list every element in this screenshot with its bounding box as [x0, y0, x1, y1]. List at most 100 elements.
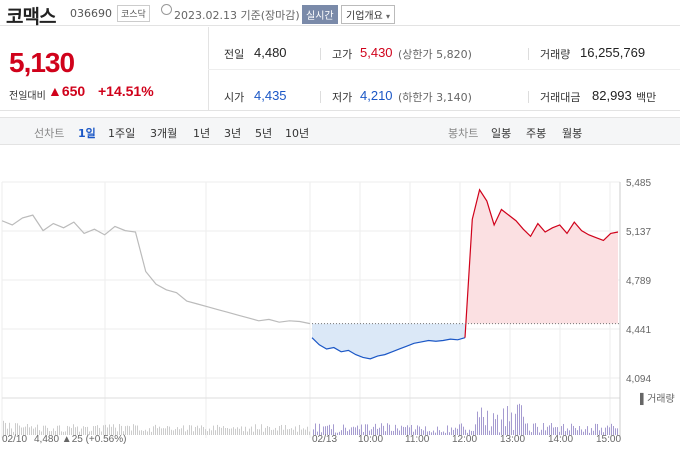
- tab-5y[interactable]: 5년: [255, 127, 273, 140]
- volume-bar: [337, 432, 338, 435]
- volume-bar: [511, 412, 512, 435]
- volume-bar: [277, 430, 278, 435]
- company-info-button[interactable]: 기업개요 ▾: [341, 5, 396, 24]
- volume-bar: [369, 430, 370, 435]
- change-label: 전일대비: [9, 91, 46, 102]
- volume-bar: [75, 427, 76, 435]
- volume-bar: [591, 428, 592, 435]
- volume-bar: [317, 431, 318, 435]
- volume-bar: [343, 424, 344, 435]
- volume-bar: [455, 427, 456, 435]
- volume-bar: [411, 424, 412, 435]
- volume-bar: [433, 430, 434, 435]
- x-tick-label: 02/10: [2, 434, 27, 445]
- volume-bar: [43, 425, 44, 435]
- volume-bar: [53, 428, 54, 435]
- volume-bar: [21, 427, 22, 435]
- volume-bar: [565, 431, 566, 435]
- volume-bar: [377, 428, 378, 435]
- company-name: 코맥스: [6, 6, 56, 28]
- volume-bar: [491, 426, 492, 435]
- volume-bar: [489, 430, 490, 435]
- series-prev-day: [1, 214, 311, 325]
- volume-bar: [423, 430, 424, 435]
- tab-3y[interactable]: 3년: [224, 127, 242, 140]
- volume-bar: [305, 429, 306, 435]
- volume-bar: [531, 432, 532, 435]
- y-tick-label: 4,441: [626, 325, 651, 336]
- volume-bar: [333, 424, 334, 435]
- volume-bar: [461, 423, 462, 435]
- volume-bar: [527, 423, 528, 435]
- volume-bar: [271, 429, 272, 435]
- volume-bar: [35, 427, 36, 435]
- trade-value-label: 거래대금: [540, 91, 581, 104]
- volume-bar: [581, 429, 582, 435]
- volume-bar: [513, 429, 514, 435]
- tab-monthly[interactable]: 월봉: [562, 127, 583, 140]
- volume-bar: [435, 432, 436, 435]
- volume-bar: [303, 428, 304, 435]
- tab-1d[interactable]: 1일: [78, 127, 96, 140]
- volume-bar: [71, 428, 72, 435]
- volume-bar: [391, 430, 392, 435]
- tab-daily[interactable]: 일봉: [491, 127, 512, 140]
- current-price: 5,130: [9, 47, 75, 78]
- x-tick-label: 11:00: [405, 434, 430, 445]
- volume-bar: [77, 426, 78, 435]
- chevron-down-icon: ▾: [386, 12, 391, 21]
- volume-bar: [289, 429, 290, 435]
- volume-bar: [73, 424, 74, 435]
- divider: [208, 69, 680, 70]
- volume-bar: [543, 423, 544, 435]
- volume-bar: [523, 416, 524, 435]
- high-value: 5,430: [360, 45, 393, 60]
- volume-bar: [239, 428, 240, 435]
- volume-bar: [567, 428, 568, 435]
- volume-bar: [7, 428, 8, 435]
- volume-bar: [231, 428, 232, 435]
- candle-chart-heading: 봉차트: [448, 127, 479, 140]
- volume-bar: [431, 432, 432, 435]
- tab-10y[interactable]: 10년: [285, 127, 310, 140]
- volume-bar: [553, 427, 554, 435]
- volume-bar: [197, 425, 198, 435]
- volume-bar: [441, 432, 442, 435]
- tab-3m[interactable]: 3개월: [150, 127, 178, 140]
- volume-bar: [237, 427, 238, 435]
- volume-bar: [63, 431, 64, 435]
- volume-bar: [129, 426, 130, 435]
- volume-bar: [541, 429, 542, 435]
- tab-1y[interactable]: 1년: [193, 127, 211, 140]
- price-summary: 5,130 전일대비 ▲650 +14.51% 전일 4,480 고가 5,43…: [0, 27, 680, 111]
- volume-bar: [165, 428, 166, 435]
- y-tick-label: 5,137: [626, 227, 651, 238]
- tab-weekly[interactable]: 주봉: [526, 127, 547, 140]
- volume-bar: [389, 424, 390, 435]
- volume-bar: [257, 429, 258, 435]
- company-info-label: 기업개요: [346, 11, 383, 22]
- volume-bar: [265, 427, 266, 435]
- tab-1w[interactable]: 1주일: [108, 127, 136, 140]
- volume-bar: [351, 427, 352, 435]
- intraday-price-chart: 5,485 5,137 4,789 4,441 4,094 02/10 02/13 10:00…: [1, 178, 675, 445]
- volume-bar: [467, 432, 468, 435]
- volume-bar: [409, 427, 410, 435]
- volume-bar: [159, 426, 160, 435]
- volume-bar: [5, 422, 6, 435]
- volume-bar: [535, 423, 536, 435]
- volume-bar: [497, 414, 498, 435]
- volume-bar: [499, 432, 500, 435]
- volume-bar: [287, 429, 288, 435]
- realtime-button[interactable]: 실시간: [302, 5, 338, 24]
- volume-bar: [49, 431, 50, 435]
- volume-bar: [313, 429, 314, 435]
- volume-bar: [269, 426, 270, 435]
- volume-bar: [437, 426, 438, 435]
- volume-bar: [151, 431, 152, 435]
- volume-bar: [387, 423, 388, 435]
- volume-bar: [353, 426, 354, 435]
- volume-bar: [605, 427, 606, 435]
- volume-bar: [97, 425, 98, 435]
- volume-bar: [211, 430, 212, 435]
